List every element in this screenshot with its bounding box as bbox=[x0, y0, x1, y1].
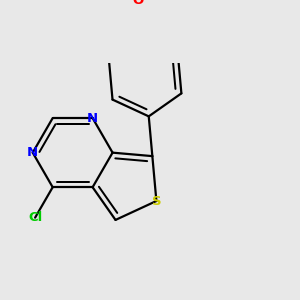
Text: N: N bbox=[27, 146, 38, 159]
Text: S: S bbox=[152, 194, 161, 208]
Text: O: O bbox=[133, 0, 144, 7]
Text: Cl: Cl bbox=[28, 211, 42, 224]
Text: N: N bbox=[87, 112, 98, 124]
